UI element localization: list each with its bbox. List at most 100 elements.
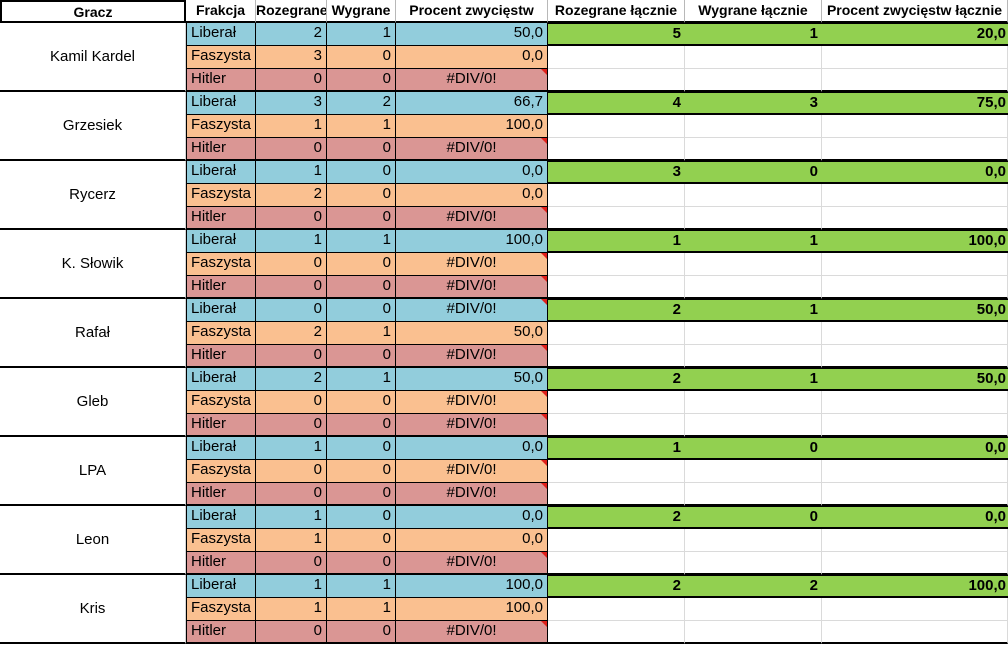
played-cell-hitler[interactable]: 0 bbox=[256, 414, 327, 437]
won-cell-faszysta[interactable]: 1 bbox=[327, 115, 396, 138]
win-percent-cell-faszysta[interactable]: 0,0 bbox=[396, 529, 548, 552]
total-played-cell[interactable]: 4 bbox=[548, 92, 685, 115]
total-percent-cell[interactable]: 0,0 bbox=[822, 437, 1008, 460]
win-percent-cell-liberal[interactable]: #DIV/0! bbox=[396, 299, 548, 322]
win-percent-cell-hitler[interactable]: #DIV/0! bbox=[396, 138, 548, 161]
player-name-cell[interactable]: LPA bbox=[0, 437, 186, 506]
empty-cell[interactable] bbox=[822, 345, 1008, 368]
win-percent-cell-hitler[interactable]: #DIV/0! bbox=[396, 621, 548, 644]
total-percent-cell[interactable]: 0,0 bbox=[822, 161, 1008, 184]
played-cell-liberal[interactable]: 1 bbox=[256, 437, 327, 460]
won-cell-hitler[interactable]: 0 bbox=[327, 621, 396, 644]
won-cell-liberal[interactable]: 0 bbox=[327, 506, 396, 529]
played-cell-hitler[interactable]: 0 bbox=[256, 345, 327, 368]
faction-cell-liberal[interactable]: Liberał bbox=[186, 299, 256, 322]
win-percent-cell-liberal[interactable]: 100,0 bbox=[396, 230, 548, 253]
empty-cell[interactable] bbox=[822, 391, 1008, 414]
faction-cell-hitler[interactable]: Hitler bbox=[186, 414, 256, 437]
header-wygrane-lacznie[interactable]: Wygrane łącznie bbox=[685, 0, 822, 23]
won-cell-hitler[interactable]: 0 bbox=[327, 345, 396, 368]
empty-cell[interactable] bbox=[822, 46, 1008, 69]
played-cell-hitler[interactable]: 0 bbox=[256, 69, 327, 92]
faction-cell-hitler[interactable]: Hitler bbox=[186, 621, 256, 644]
empty-cell[interactable] bbox=[685, 598, 822, 621]
empty-cell[interactable] bbox=[685, 138, 822, 161]
won-cell-hitler[interactable]: 0 bbox=[327, 552, 396, 575]
played-cell-faszysta[interactable]: 1 bbox=[256, 598, 327, 621]
total-played-cell[interactable]: 2 bbox=[548, 368, 685, 391]
total-percent-cell[interactable]: 100,0 bbox=[822, 230, 1008, 253]
won-cell-hitler[interactable]: 0 bbox=[327, 207, 396, 230]
empty-cell[interactable] bbox=[685, 345, 822, 368]
empty-cell[interactable] bbox=[822, 69, 1008, 92]
won-cell-liberal[interactable]: 1 bbox=[327, 230, 396, 253]
total-played-cell[interactable]: 1 bbox=[548, 230, 685, 253]
played-cell-liberal[interactable]: 1 bbox=[256, 230, 327, 253]
won-cell-liberal[interactable]: 0 bbox=[327, 161, 396, 184]
won-cell-faszysta[interactable]: 0 bbox=[327, 184, 396, 207]
won-cell-liberal[interactable]: 1 bbox=[327, 23, 396, 46]
empty-cell[interactable] bbox=[685, 207, 822, 230]
win-percent-cell-liberal[interactable]: 100,0 bbox=[396, 575, 548, 598]
total-won-cell[interactable]: 1 bbox=[685, 23, 822, 46]
player-name-cell[interactable]: K. Słowik bbox=[0, 230, 186, 299]
win-percent-cell-liberal[interactable]: 66,7 bbox=[396, 92, 548, 115]
empty-cell[interactable] bbox=[685, 414, 822, 437]
total-played-cell[interactable]: 1 bbox=[548, 437, 685, 460]
header-procent-lacznie[interactable]: Procent zwycięstw łącznie bbox=[822, 0, 1008, 23]
faction-cell-faszysta[interactable]: Faszysta bbox=[186, 598, 256, 621]
played-cell-faszysta[interactable]: 0 bbox=[256, 460, 327, 483]
faction-cell-faszysta[interactable]: Faszysta bbox=[186, 253, 256, 276]
empty-cell[interactable] bbox=[685, 322, 822, 345]
won-cell-faszysta[interactable]: 1 bbox=[327, 322, 396, 345]
played-cell-liberal[interactable]: 2 bbox=[256, 368, 327, 391]
empty-cell[interactable] bbox=[822, 253, 1008, 276]
faction-cell-hitler[interactable]: Hitler bbox=[186, 69, 256, 92]
empty-cell[interactable] bbox=[548, 552, 685, 575]
played-cell-faszysta[interactable]: 1 bbox=[256, 115, 327, 138]
win-percent-cell-hitler[interactable]: #DIV/0! bbox=[396, 276, 548, 299]
empty-cell[interactable] bbox=[685, 184, 822, 207]
win-percent-cell-faszysta[interactable]: #DIV/0! bbox=[396, 253, 548, 276]
win-percent-cell-faszysta[interactable]: 100,0 bbox=[396, 115, 548, 138]
won-cell-hitler[interactable]: 0 bbox=[327, 414, 396, 437]
win-percent-cell-faszysta[interactable]: 0,0 bbox=[396, 46, 548, 69]
faction-cell-liberal[interactable]: Liberał bbox=[186, 230, 256, 253]
total-played-cell[interactable]: 5 bbox=[548, 23, 685, 46]
empty-cell[interactable] bbox=[822, 460, 1008, 483]
empty-cell[interactable] bbox=[548, 414, 685, 437]
total-percent-cell[interactable]: 100,0 bbox=[822, 575, 1008, 598]
win-percent-cell-hitler[interactable]: #DIV/0! bbox=[396, 414, 548, 437]
faction-cell-hitler[interactable]: Hitler bbox=[186, 276, 256, 299]
header-frakcja[interactable]: Frakcja bbox=[186, 0, 256, 23]
faction-cell-liberal[interactable]: Liberał bbox=[186, 161, 256, 184]
empty-cell[interactable] bbox=[548, 483, 685, 506]
played-cell-faszysta[interactable]: 0 bbox=[256, 253, 327, 276]
faction-cell-faszysta[interactable]: Faszysta bbox=[186, 391, 256, 414]
faction-cell-faszysta[interactable]: Faszysta bbox=[186, 46, 256, 69]
empty-cell[interactable] bbox=[548, 460, 685, 483]
empty-cell[interactable] bbox=[548, 46, 685, 69]
empty-cell[interactable] bbox=[822, 322, 1008, 345]
empty-cell[interactable] bbox=[822, 414, 1008, 437]
empty-cell[interactable] bbox=[548, 322, 685, 345]
player-name-cell[interactable]: Kris bbox=[0, 575, 186, 644]
empty-cell[interactable] bbox=[548, 138, 685, 161]
played-cell-faszysta[interactable]: 2 bbox=[256, 322, 327, 345]
header-wygrane[interactable]: Wygrane bbox=[327, 0, 396, 23]
header-gracz[interactable]: Gracz bbox=[0, 0, 186, 23]
empty-cell[interactable] bbox=[685, 69, 822, 92]
total-played-cell[interactable]: 2 bbox=[548, 506, 685, 529]
player-name-cell[interactable]: Rafał bbox=[0, 299, 186, 368]
total-played-cell[interactable]: 3 bbox=[548, 161, 685, 184]
total-played-cell[interactable]: 2 bbox=[548, 299, 685, 322]
empty-cell[interactable] bbox=[548, 345, 685, 368]
played-cell-hitler[interactable]: 0 bbox=[256, 138, 327, 161]
faction-cell-hitler[interactable]: Hitler bbox=[186, 138, 256, 161]
win-percent-cell-liberal[interactable]: 0,0 bbox=[396, 437, 548, 460]
empty-cell[interactable] bbox=[822, 276, 1008, 299]
player-name-cell[interactable]: Gleb bbox=[0, 368, 186, 437]
faction-cell-hitler[interactable]: Hitler bbox=[186, 207, 256, 230]
total-percent-cell[interactable]: 50,0 bbox=[822, 368, 1008, 391]
won-cell-hitler[interactable]: 0 bbox=[327, 276, 396, 299]
